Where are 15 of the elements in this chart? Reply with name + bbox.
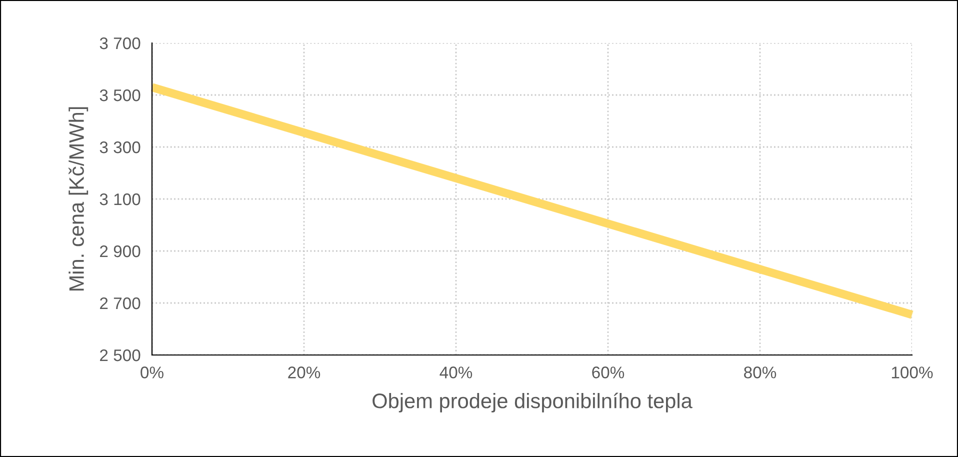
x-tick-label: 100%: [892, 366, 933, 378]
x-tick-label: 20%: [288, 366, 320, 378]
y-tick-label: 3 500: [100, 89, 140, 102]
x-tick-label: 60%: [592, 366, 624, 378]
y-tick-label: 2 900: [100, 245, 140, 258]
y-tick-label: 2 700: [100, 297, 140, 310]
y-tick-label: 3 700: [100, 37, 140, 50]
y-tick-label: 3 100: [100, 193, 140, 206]
y-axis-title: Min. cena [Kč/MWh]: [68, 107, 88, 290]
y-tick-label: 2 500: [100, 349, 140, 362]
x-tick-label: 0%: [140, 366, 164, 378]
y-tick-label: 3 300: [100, 141, 140, 154]
x-tick-label: 40%: [440, 366, 472, 378]
x-axis-title: Objem prodeje disponibilního tepla: [372, 392, 692, 412]
x-tick-label: 80%: [744, 366, 776, 378]
